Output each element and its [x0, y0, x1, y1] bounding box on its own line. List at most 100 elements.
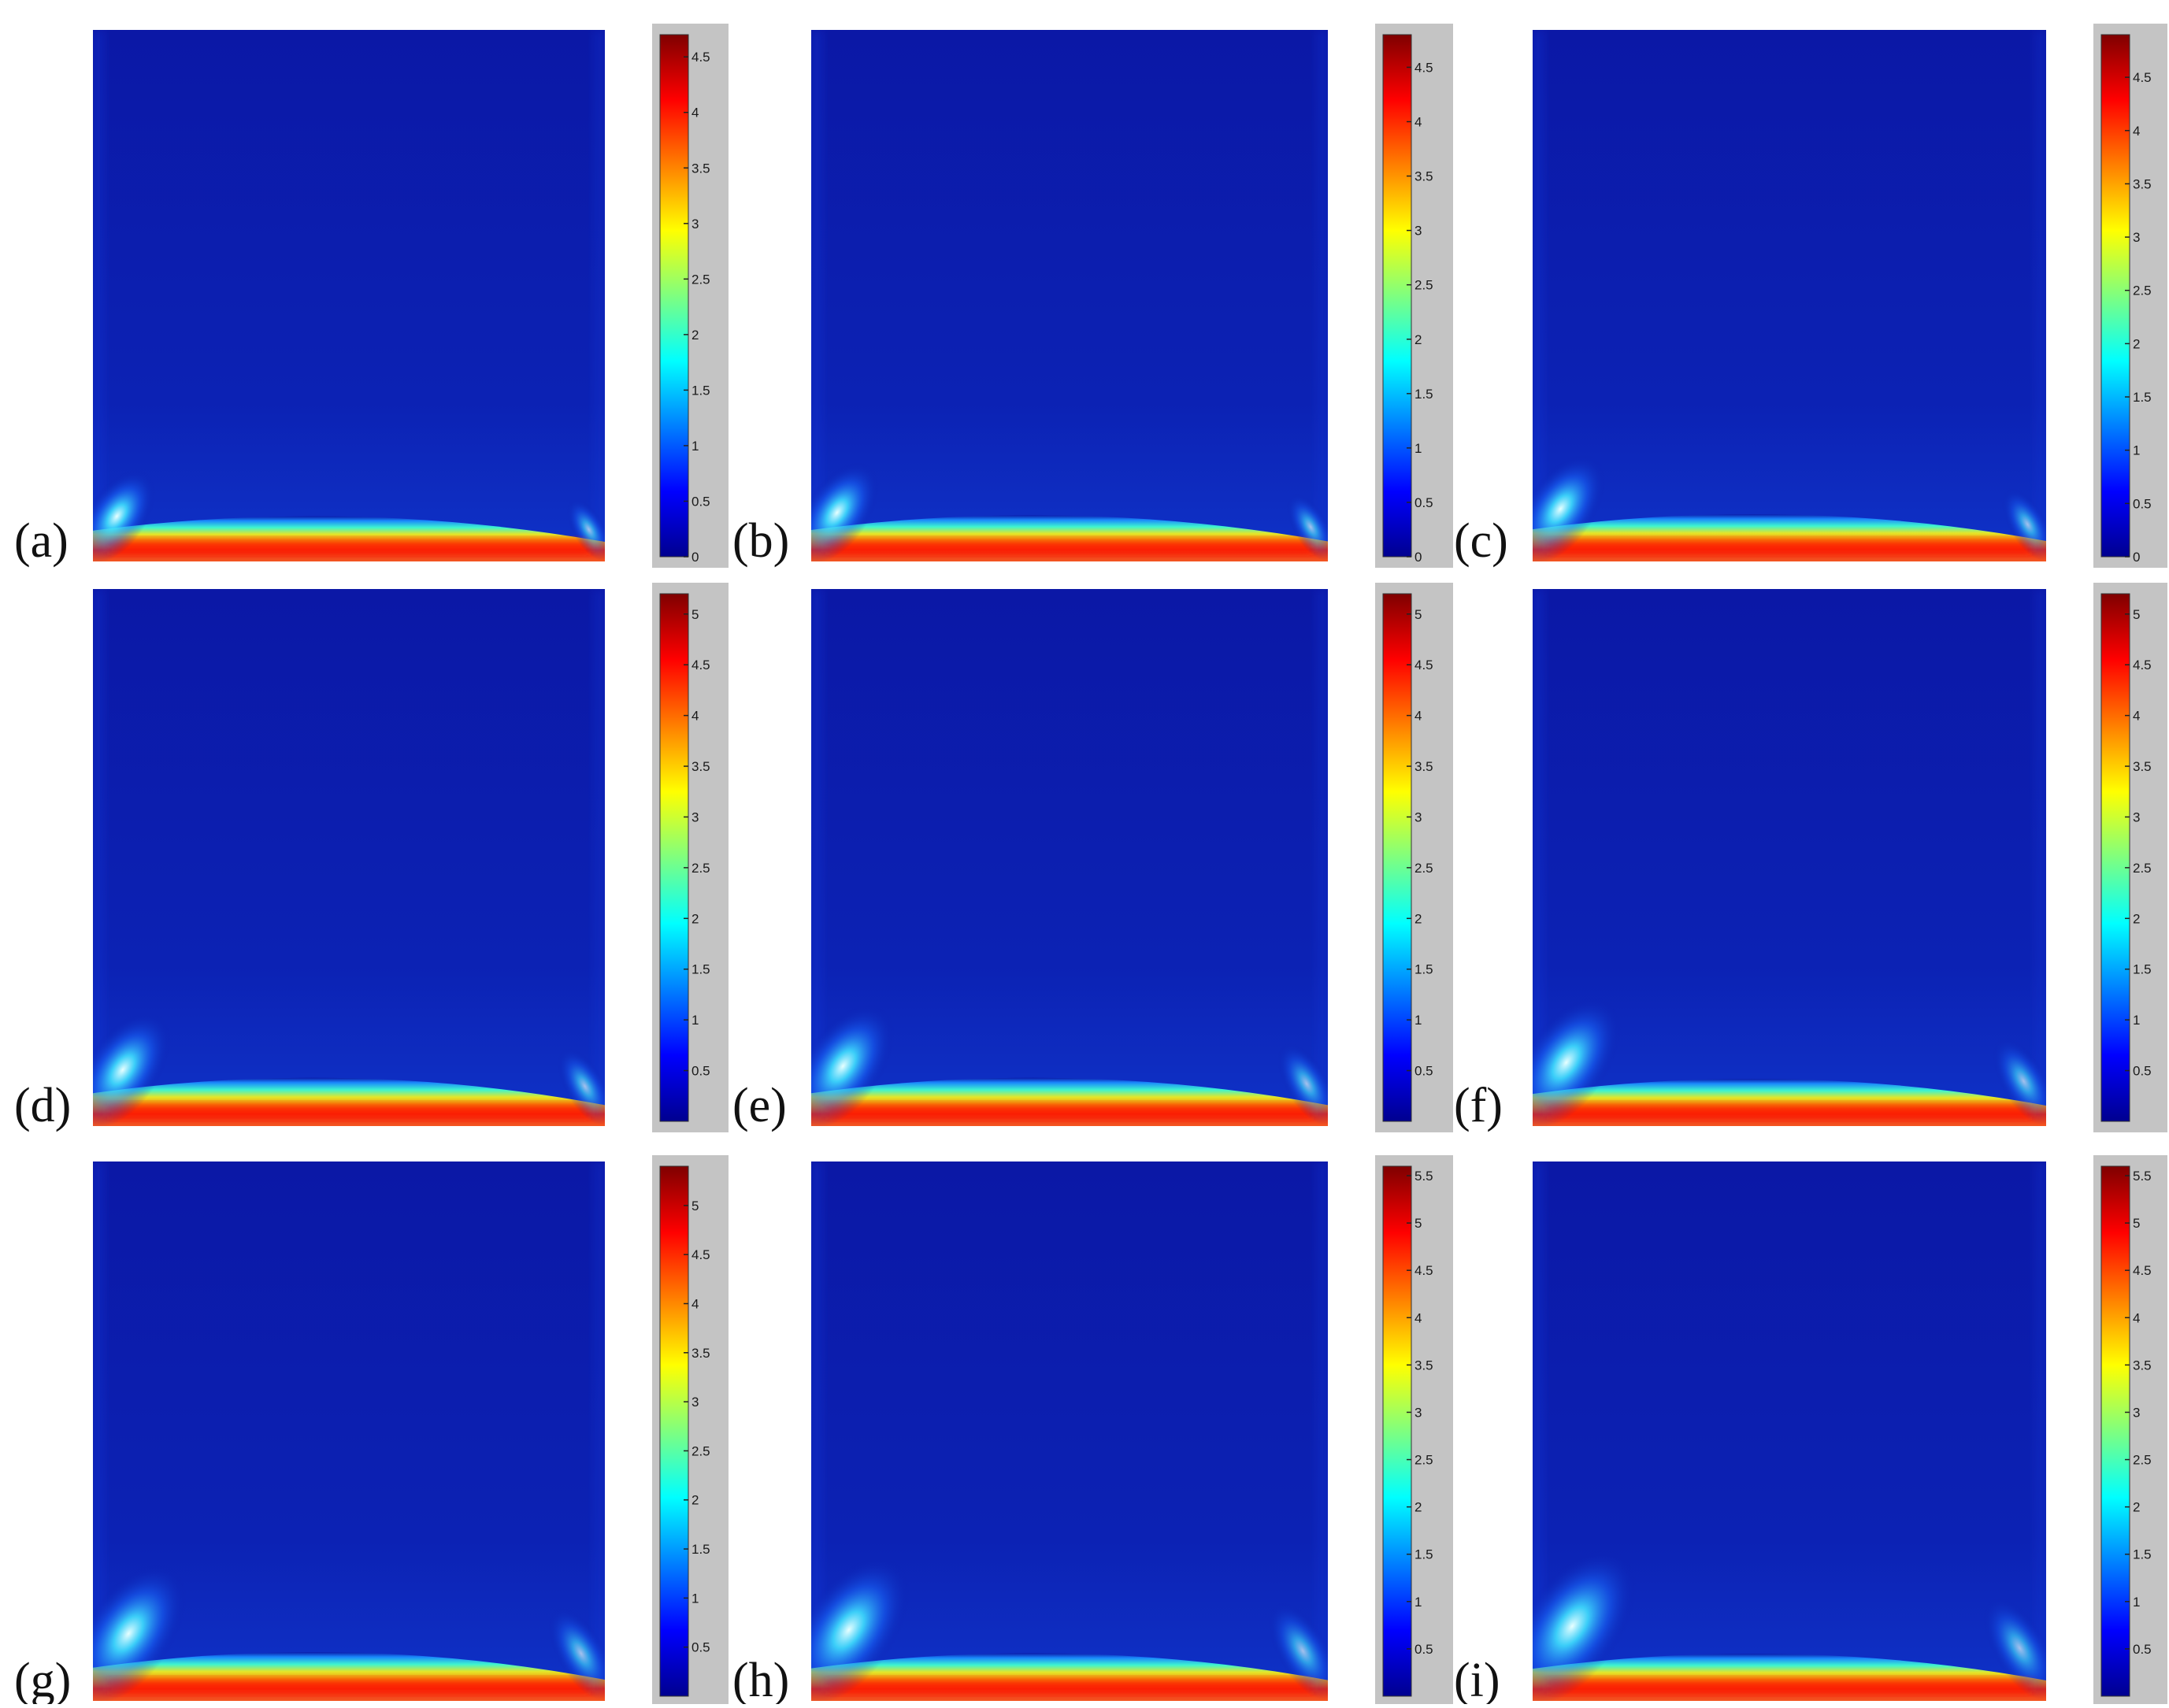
colorbar-tick-label: 3 — [691, 1395, 699, 1410]
colorbar — [2100, 1165, 2130, 1697]
corner-jet-right — [566, 498, 605, 561]
colorbar-tick-label: 3.5 — [2133, 176, 2152, 191]
colorbar-tick-label: 1.5 — [691, 1542, 710, 1557]
peak-stripe — [825, 541, 1314, 552]
colorbar-tick-label: 1 — [1414, 1013, 1422, 1028]
heatmap-field — [811, 589, 1328, 1126]
heatmap-field — [93, 30, 605, 561]
colorbar-tick-label: 4 — [2133, 124, 2140, 139]
colorbar-tick-label: 1 — [2133, 443, 2140, 458]
heatmap-panel: 0.5 1 1.5 2 2.5 3 3.5 4 4.5 5 5.5 (i) — [1454, 1155, 2167, 1707]
colorbar-tick-label: 4.5 — [2133, 658, 2152, 672]
heatmap-panel: 0.5 1 1.5 2 2.5 3 3.5 4 4.5 5 (f) — [1454, 583, 2167, 1132]
colorbar-tick-label: 5 — [691, 1199, 699, 1213]
panel-label: (g) — [14, 1654, 71, 1704]
panel-label: (i) — [1454, 1654, 1500, 1704]
colorbar-tick-label: 2.5 — [2133, 283, 2152, 298]
colorbar-tick-label: 4.5 — [1414, 1263, 1433, 1278]
left-wall-glow — [811, 1162, 822, 1701]
left-wall-glow — [93, 1162, 104, 1701]
colorbar-tick-label: 4.5 — [1414, 658, 1433, 672]
colorbar-tick-label: 1.5 — [1414, 387, 1433, 402]
colorbar-tick-label: 2.5 — [691, 272, 710, 287]
peak-stripe — [107, 1106, 591, 1117]
colorbar-tick-label: 4 — [2133, 709, 2140, 724]
colorbar-tick-label: 1 — [691, 1591, 699, 1606]
colorbar-tick-label: 3.5 — [2133, 759, 2152, 774]
corner-jet-right — [2001, 488, 2046, 561]
colorbar — [1382, 593, 1412, 1122]
colorbar — [1382, 1165, 1412, 1697]
heatmap-panel: 0.5 1 1.5 2 2.5 3 3.5 4 4.5 5 5.5 (h) — [732, 1155, 1453, 1707]
colorbar-tick-label: 2.5 — [691, 1443, 710, 1458]
colorbar-tick-label: 4.5 — [691, 658, 710, 672]
peak-stripe — [825, 1680, 1314, 1691]
colorbar-tick-label: 2 — [2133, 1500, 2140, 1515]
colorbar-tick-label: 2.5 — [1414, 1453, 1433, 1468]
colorbar-tick-label: 3 — [2133, 810, 2140, 824]
colorbar-tick-label: 1.5 — [691, 962, 710, 977]
colorbar-tick-label: 4.5 — [1414, 60, 1433, 75]
corner-jet-left — [1533, 1549, 1637, 1701]
colorbar-tick-label: 0 — [691, 550, 699, 565]
colorbar-tick-label: 1 — [2133, 1595, 2140, 1610]
peak-stripe — [107, 541, 591, 552]
heatmap-field — [1533, 30, 2046, 561]
colorbar-tick-label: 3 — [1414, 1405, 1422, 1420]
corner-jet-left — [811, 461, 880, 561]
colorbar-tick-label: 2 — [2133, 336, 2140, 351]
colorbar-tick-label: 4 — [1414, 709, 1422, 724]
heatmap-field — [93, 589, 605, 1126]
colorbar-tick-label: 0 — [2133, 550, 2140, 565]
colorbar-tick-label: 1.5 — [1414, 962, 1433, 977]
heatmap-background — [811, 30, 1328, 561]
colorbar-tick-label: 0.5 — [1414, 1064, 1433, 1079]
colorbar-tick-label: 4.5 — [691, 1247, 710, 1262]
colorbar-tick-label: 5.5 — [2133, 1169, 2152, 1184]
colorbar-tick-label: 4 — [1414, 1310, 1422, 1325]
heatmap-background — [811, 589, 1328, 1126]
corner-jet-left — [1533, 454, 1606, 561]
colorbar-tick-label: 3.5 — [691, 1346, 710, 1361]
colorbar-tick-label: 2.5 — [691, 861, 710, 876]
colorbar-tick-label: 3.5 — [1414, 759, 1433, 774]
colorbar-tick-label: 0.5 — [1414, 1642, 1433, 1657]
colorbar-tick-label: 2 — [1414, 911, 1422, 926]
colorbar — [659, 1165, 689, 1697]
colorbar-tick-label: 0.5 — [2133, 1064, 2152, 1079]
corner-jet-right — [1992, 1037, 2046, 1125]
heatmap-panel: 0 0.5 1 1.5 2 2.5 3 3.5 4 4.5 (a) — [14, 24, 729, 568]
peak-stripe — [825, 1106, 1314, 1117]
colorbar-tick-label: 4 — [691, 709, 699, 724]
colorbar-tick-label: 4 — [691, 106, 699, 120]
colorbar-tick-label: 2 — [2133, 911, 2140, 926]
panel-label: (a) — [14, 514, 69, 568]
colorbar-tick-label: 0.5 — [691, 1064, 710, 1079]
peak-stripe — [1547, 1680, 2032, 1691]
colorbar-tick-label: 5 — [2133, 1216, 2140, 1231]
left-wall-glow — [93, 589, 104, 1126]
heatmap-panel: 0.5 1 1.5 2 2.5 3 3.5 4 4.5 5 (d) — [14, 583, 729, 1132]
colorbar — [659, 593, 689, 1122]
colorbar-tick-label: 2 — [1414, 1500, 1422, 1515]
colorbar — [2100, 593, 2130, 1122]
corner-jet-left — [93, 469, 156, 561]
colorbar-tick-label: 3 — [691, 810, 699, 824]
left-wall-glow — [1533, 589, 1544, 1126]
corner-jet-right — [1268, 1602, 1328, 1700]
colorbar-tick-label: 1 — [2133, 1013, 2140, 1028]
colorbar-tick-label: 1.5 — [691, 383, 710, 398]
corner-jet-left — [1533, 996, 1622, 1126]
corner-jet-right — [1286, 493, 1328, 561]
right-wall-glow — [594, 30, 605, 561]
colorbar-tick-label: 3 — [691, 217, 699, 232]
colorbar-tick-label: 1 — [691, 1013, 699, 1028]
heatmap-field — [1533, 1162, 2046, 1701]
panel-label: (b) — [732, 514, 789, 568]
colorbar-tick-label: 3 — [1414, 810, 1422, 824]
panel-label: (e) — [732, 1079, 787, 1132]
colorbar-tick-label: 3.5 — [691, 161, 710, 176]
colorbar-tick-label: 3 — [1414, 224, 1422, 239]
corner-jet-left — [811, 1556, 910, 1701]
